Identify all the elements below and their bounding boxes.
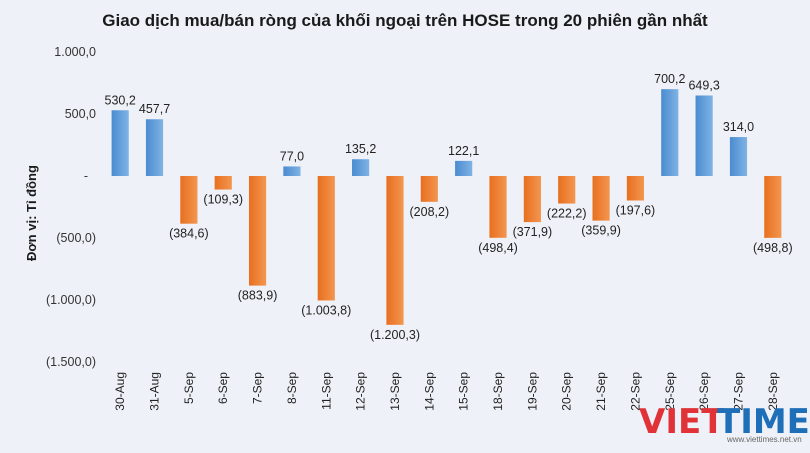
category-label: 12-Sep bbox=[354, 372, 368, 411]
category-label: 6-Sep bbox=[216, 372, 230, 404]
value-label: 700,2 bbox=[654, 72, 685, 86]
category-label: 5-Sep bbox=[182, 372, 196, 404]
category-label: 30-Aug bbox=[113, 372, 127, 411]
bar-28-Sep bbox=[764, 176, 782, 238]
value-label: 135,2 bbox=[345, 142, 376, 156]
logo-domain: www.viettimes.net.vn bbox=[726, 435, 802, 444]
category-label: 18-Sep bbox=[491, 372, 505, 411]
category-label: 31-Aug bbox=[148, 372, 162, 411]
bar-27-Sep bbox=[729, 137, 748, 176]
value-label: 530,2 bbox=[105, 93, 136, 107]
category-labels-group: 30-Aug 31-Aug 5-Sep 6-Sep 7-Sep 8-Sep 11-Sep 12… bbox=[113, 372, 780, 411]
y-tick-label: 500,0 bbox=[65, 107, 96, 121]
category-label: 27-Sep bbox=[731, 372, 745, 411]
value-label: (883,9) bbox=[238, 289, 278, 303]
bar-6-Sep bbox=[214, 176, 232, 190]
category-label: 14-Sep bbox=[422, 372, 436, 411]
viettimes-logo: VIET TIMES www.viettimes.net.vn bbox=[639, 402, 810, 444]
value-label: (222,2) bbox=[547, 207, 587, 221]
category-label: 20-Sep bbox=[560, 372, 574, 411]
y-axis-ticks: 1.000,0 500,0 - (500,0) (1.000,0) (1.500,0) bbox=[46, 45, 96, 369]
bar-14-Sep bbox=[420, 176, 438, 202]
category-label: 21-Sep bbox=[594, 372, 608, 411]
bar-13-Sep bbox=[386, 176, 404, 325]
category-label: 7-Sep bbox=[251, 372, 265, 404]
value-label: 457,7 bbox=[139, 102, 170, 116]
logo-times: TIMES bbox=[717, 402, 810, 442]
bar-22-Sep bbox=[626, 176, 645, 201]
value-label: (498,4) bbox=[478, 241, 518, 255]
bar-20-Sep bbox=[558, 176, 576, 204]
value-label: 314,0 bbox=[723, 120, 754, 134]
bar-31-Aug bbox=[145, 119, 164, 176]
bar-8-Sep bbox=[283, 166, 301, 176]
bar-30-Aug bbox=[111, 110, 129, 176]
bar-26-Sep bbox=[695, 95, 713, 176]
value-label: 122,1 bbox=[448, 144, 479, 158]
value-label: (498,8) bbox=[753, 241, 793, 255]
y-tick-label: 1.000,0 bbox=[54, 45, 96, 59]
bar-19-Sep bbox=[523, 176, 541, 223]
bar-25-Sep bbox=[661, 89, 679, 176]
category-label: 8-Sep bbox=[285, 372, 299, 404]
y-tick-label: (1.000,0) bbox=[46, 293, 96, 307]
category-label: 19-Sep bbox=[525, 372, 539, 411]
bar-7-Sep bbox=[248, 176, 267, 286]
y-axis-title: Đơn vị: Tỉ đồng bbox=[24, 165, 39, 261]
bar-11-Sep bbox=[317, 176, 335, 301]
category-label: 26-Sep bbox=[697, 372, 711, 411]
value-label: 77,0 bbox=[280, 149, 304, 163]
y-tick-label: (500,0) bbox=[56, 231, 96, 245]
bar-5-Sep bbox=[180, 176, 198, 224]
value-label: (1.003,8) bbox=[301, 303, 351, 317]
category-label: 11-Sep bbox=[319, 372, 333, 410]
category-label: 25-Sep bbox=[663, 372, 677, 411]
category-label: 15-Sep bbox=[457, 372, 471, 411]
bar-12-Sep bbox=[352, 159, 370, 176]
value-label: (384,6) bbox=[169, 227, 209, 241]
y-tick-label: - bbox=[84, 169, 88, 183]
bar-15-Sep bbox=[455, 160, 473, 176]
value-label: 649,3 bbox=[688, 78, 719, 92]
value-label: (371,9) bbox=[513, 225, 553, 239]
chart-title: Giao dịch mua/bán ròng của khối ngoại tr… bbox=[102, 11, 708, 30]
value-label: (1.200,3) bbox=[370, 328, 420, 342]
category-label: 13-Sep bbox=[388, 372, 402, 411]
category-label: 28-Sep bbox=[766, 372, 780, 411]
value-label: (197,6) bbox=[616, 204, 656, 218]
logo-viet: VIET bbox=[639, 402, 725, 442]
bar-21-Sep bbox=[592, 176, 610, 221]
y-tick-label: (1.500,0) bbox=[46, 355, 96, 369]
bar-18-Sep bbox=[489, 176, 507, 238]
value-label: (359,9) bbox=[581, 224, 621, 238]
value-label: (109,3) bbox=[203, 193, 243, 207]
value-label: (208,2) bbox=[410, 205, 450, 219]
bars-group bbox=[111, 89, 782, 325]
category-label: 22-Sep bbox=[628, 372, 642, 411]
